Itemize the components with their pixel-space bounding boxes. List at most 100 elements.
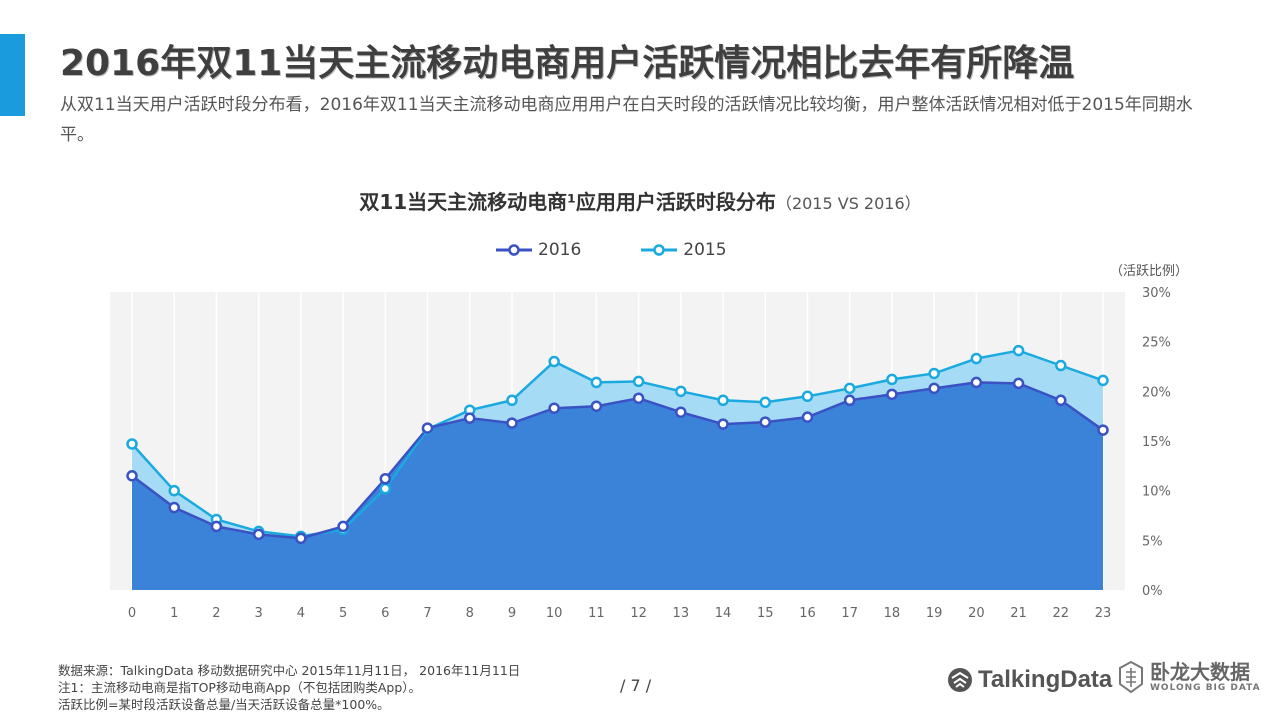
x-tick-label: 20: [968, 606, 985, 620]
x-tick-label: 5: [339, 606, 347, 620]
slide-subtitle: 从双11当天用户活跃时段分布看，2016年双11当天主流移动电商应用用户在白天时…: [60, 95, 1193, 145]
point-2016: [421, 422, 434, 434]
y-tick-label: 20%: [1142, 385, 1171, 400]
x-tick-label: 17: [841, 606, 858, 620]
y-tick-label: 0%: [1142, 584, 1163, 599]
point-2016: [632, 392, 645, 405]
point-2016: [379, 472, 392, 485]
x-tick-label: 16: [799, 606, 816, 620]
chart-legend: 2016 2015: [496, 240, 727, 260]
x-tick-label: 15: [757, 606, 774, 620]
point-2016: [1055, 394, 1067, 407]
wolong-logo-cn: 卧龙大数据: [1150, 660, 1250, 684]
point-2015: [928, 367, 940, 380]
point-2015: [548, 355, 560, 368]
x-tick-label: 7: [423, 606, 431, 620]
x-tick-label: 21: [1010, 606, 1027, 620]
point-2016: [1097, 424, 1109, 436]
footer-source: 数据来源：TalkingData 移动数据研究中心 2015年11月11日， 2…: [58, 663, 521, 678]
point-2015: [1055, 359, 1067, 372]
x-tick-label: 14: [715, 606, 732, 620]
chart-title-main: 双11当天主流移动电商¹应用用户活跃时段分布: [359, 190, 776, 214]
point-2015: [843, 382, 856, 395]
legend-label-2016: 2016: [538, 240, 582, 260]
point-2016: [337, 520, 349, 533]
point-2016: [801, 411, 814, 423]
x-tick-label: 18: [884, 606, 901, 620]
point-2016: [843, 394, 856, 407]
point-2016: [928, 382, 940, 395]
x-tick-label: 1: [170, 606, 178, 620]
point-2016: [548, 402, 560, 414]
talkingdata-logo: TalkingData: [946, 666, 1112, 694]
point-2015: [717, 394, 729, 407]
point-2016: [590, 400, 603, 412]
point-2016: [506, 417, 518, 429]
point-2016: [717, 418, 729, 430]
x-tick-label: 8: [466, 606, 474, 620]
point-2016: [295, 532, 307, 545]
x-tick-label: 11: [588, 606, 605, 620]
point-2015: [632, 375, 645, 388]
point-2015: [886, 373, 898, 386]
y-tick-label: 15%: [1142, 435, 1171, 450]
chart-title: 双11当天主流移动电商¹应用用户活跃时段分布（2015 VS 2016）: [0, 186, 1280, 215]
legend-marker-2016: [496, 244, 532, 256]
point-2015: [168, 484, 180, 497]
x-tick-label: 10: [546, 606, 563, 620]
y-tick-label: 5%: [1142, 534, 1163, 549]
wolong-logo-icon: [1119, 660, 1143, 694]
slide-title: 2016年双11当天主流移动电商用户活跃情况相比去年有所降温: [60, 43, 1075, 84]
point-2015: [590, 376, 603, 389]
point-2015: [126, 438, 138, 450]
point-2016: [759, 416, 772, 428]
footer-note-2: 活跃比例=某时段活跃设备总量/当天活跃设备总量*100%。: [58, 697, 390, 712]
x-tick-label: 4: [297, 606, 305, 620]
point-2015: [506, 394, 518, 407]
point-2016: [210, 520, 223, 533]
point-2016: [252, 528, 265, 541]
x-tick-label: 22: [1053, 606, 1070, 620]
y-tick-label: 25%: [1142, 336, 1171, 351]
point-2016: [126, 470, 138, 482]
point-2016: [1012, 377, 1025, 390]
legend-label-2015: 2015: [683, 240, 727, 260]
point-2015: [675, 385, 687, 398]
point-2016: [168, 501, 180, 514]
y-tick-label: 10%: [1142, 485, 1171, 500]
point-2015: [801, 390, 814, 403]
line-2015: [131, 349, 1104, 538]
wolong-logo-en: WOLONG BIG DATA: [1150, 683, 1261, 693]
y-tick-label: 30%: [1142, 286, 1171, 301]
x-tick-label: 3: [255, 606, 263, 620]
point-2015: [970, 352, 983, 365]
line-2016: [131, 381, 1104, 540]
point-2016: [675, 406, 687, 418]
x-tick-label: 12: [630, 606, 647, 620]
legend-item-2016: 2016: [496, 240, 581, 260]
legend-item-2015: 2015: [641, 240, 727, 260]
legend-marker-2015: [641, 244, 678, 256]
wolong-logo: 卧龙大数据 WOLONG BIG DATA: [1118, 660, 1261, 694]
talkingdata-logo-text: TalkingData: [978, 666, 1113, 693]
point-2016: [463, 412, 476, 424]
talkingdata-logo-icon: [948, 668, 972, 692]
point-2015: [1012, 344, 1025, 357]
x-tick-label: 0: [128, 606, 136, 620]
x-tick-label: 6: [381, 606, 389, 620]
x-tick-label: 23: [1095, 606, 1112, 620]
footer-notes: 数据来源：TalkingData 移动数据研究中心 2015年11月11日， 2…: [58, 662, 520, 713]
x-tick-label: 13: [673, 606, 690, 620]
point-2015: [1097, 374, 1109, 387]
chart-title-suffix: （2015 VS 2016）: [775, 194, 921, 213]
activity-chart: 0%5%10%15%20%25%30%0 1 2 3 4 5 6 7 8 9 10 11 12 13 14 1…: [110, 286, 1171, 620]
point-2015: [759, 396, 772, 409]
x-tick-label: 19: [926, 606, 943, 620]
footer-note-1: 注1：主流移动电商是指TOP移动电商App（不包括团购类App）。: [58, 680, 422, 695]
x-tick-label: 9: [508, 606, 516, 620]
point-2016: [970, 376, 983, 389]
x-tick-label: 2: [212, 606, 220, 620]
point-2015: [379, 482, 392, 495]
y-axis-unit-label: （活跃比例）: [1110, 264, 1189, 279]
point-2016: [886, 388, 898, 401]
